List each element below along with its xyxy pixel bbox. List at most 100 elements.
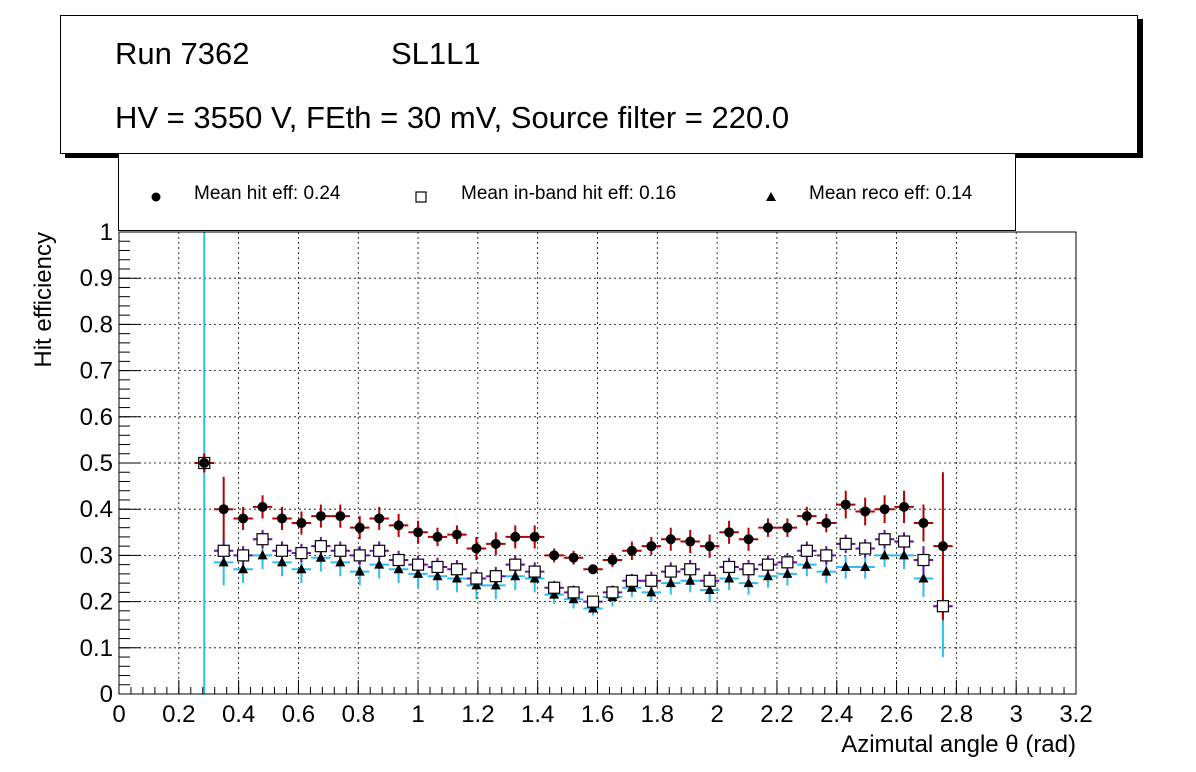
data-point-reco	[782, 568, 793, 578]
y-tick-label: 0.1	[80, 635, 113, 662]
y-tick-label: 0.9	[80, 265, 113, 292]
data-point-hit	[257, 501, 268, 512]
data-point-inband	[761, 558, 775, 571]
data-point-reco	[451, 573, 462, 583]
data-point-reco	[762, 570, 773, 581]
x-tick-label: 2.2	[760, 701, 793, 728]
data-point-hit	[451, 529, 462, 540]
data-point-inband	[703, 574, 716, 587]
data-point-hit	[296, 518, 307, 529]
x-axis-label: Azimutal angle θ (rad)	[841, 731, 1076, 758]
y-tick-label: 0.4	[80, 496, 113, 523]
data-point-inband	[528, 565, 541, 578]
data-point-reco	[549, 589, 560, 599]
data-point-hit	[821, 518, 832, 529]
axis-ticks: 0 0.2 0.4 0.6 0.8 1 1.2 1.4 1.6 1.8 2 2.2 2.4 2.6 2.8 3…	[80, 219, 1093, 728]
data-point-inband	[470, 572, 483, 585]
legend-label-hit: Mean hit eff: 0.24	[194, 183, 341, 204]
data-point-inband	[548, 581, 561, 594]
x-tick-label: 0.2	[162, 701, 195, 728]
data-point-inband	[586, 595, 600, 608]
legend-label-inband: Mean in-band hit eff: 0.16	[461, 183, 677, 204]
data-point-reco	[899, 549, 910, 560]
run-conditions: HV = 3550 V, FEth = 30 mV, Source filter…	[115, 100, 790, 135]
y-tick-label: 0.7	[80, 358, 113, 385]
data-point-inband	[431, 560, 444, 574]
data-markers	[198, 456, 950, 613]
data-point-hit	[646, 541, 657, 552]
y-tick-label: 0.8	[80, 311, 113, 338]
x-tick-label: 0.4	[222, 701, 255, 728]
x-tick-label: 2.8	[940, 701, 973, 728]
data-point-inband	[742, 563, 755, 576]
data-point-reco	[238, 563, 249, 574]
data-point-reco	[218, 556, 229, 567]
data-point-inband	[897, 535, 911, 548]
data-point-hit	[801, 511, 812, 522]
data-point-hit	[471, 543, 482, 554]
data-point-hit	[626, 545, 637, 556]
data-point-reco	[296, 563, 307, 574]
legend: Mean hit eff: 0.24 Mean in-band hit eff:…	[118, 154, 1016, 231]
data-point-reco	[704, 584, 715, 595]
data-point-reco	[840, 561, 851, 571]
data-point-hit	[918, 518, 929, 529]
y-tick-label: 1	[100, 219, 113, 246]
data-point-hit	[529, 531, 540, 542]
data-point-inband	[839, 537, 852, 550]
data-point-inband	[489, 570, 502, 583]
data-point-hit	[588, 564, 599, 575]
data-point-hit	[315, 511, 326, 522]
data-point-hit	[354, 522, 365, 533]
data-point-reco	[335, 556, 346, 567]
y-tick-label: 0.3	[80, 542, 113, 569]
data-point-inband	[275, 544, 289, 557]
data-point-hit	[218, 504, 229, 515]
data-point-reco	[510, 570, 521, 581]
title-box: Run 7362 SL1L1 HV = 3550 V, FEth = 30 mV…	[60, 15, 1138, 154]
data-point-reco	[374, 559, 385, 569]
data-point-inband	[295, 546, 308, 560]
data-point-hit	[549, 550, 560, 561]
legend-marker-inband	[415, 191, 427, 203]
data-point-reco	[432, 570, 443, 581]
data-point-inband	[334, 544, 347, 557]
x-tick-label: 1.2	[461, 701, 494, 728]
data-point-hit	[879, 504, 890, 515]
data-point-inband	[917, 553, 930, 567]
data-point-reco	[821, 566, 832, 576]
grid-lines	[119, 232, 1076, 694]
data-point-hit	[568, 552, 579, 563]
x-tick-label: 1.6	[581, 701, 614, 728]
data-point-hit	[393, 520, 404, 531]
data-point-hit	[276, 513, 287, 524]
data-point-reco	[413, 568, 424, 578]
data-point-inband	[722, 560, 736, 574]
y-tick-label: 0	[100, 681, 113, 708]
data-point-reco	[276, 556, 287, 567]
x-tick-label: 1.4	[521, 701, 554, 728]
data-point-hit	[860, 506, 871, 517]
data-point-hit	[724, 527, 735, 538]
x-tick-label: 2	[710, 701, 723, 728]
data-point-reco	[685, 575, 696, 585]
x-tick-label: 0.8	[342, 701, 375, 728]
data-point-inband	[450, 563, 464, 576]
data-point-hit	[335, 511, 346, 522]
data-point-reco	[490, 579, 501, 590]
data-point-hit	[607, 555, 618, 566]
data-point-inband	[567, 586, 580, 599]
data-point-hit	[199, 458, 210, 468]
data-point-reco	[918, 573, 929, 583]
legend-marker-hit	[151, 192, 161, 202]
data-point-inband	[314, 540, 327, 553]
data-point-reco	[879, 549, 890, 560]
data-point-inband	[820, 549, 833, 562]
data-point-hit	[937, 541, 948, 552]
data-point-hit	[899, 501, 910, 512]
data-point-inband	[936, 600, 950, 613]
data-point-inband	[606, 586, 619, 599]
data-point-inband	[800, 544, 813, 557]
data-point-reco	[315, 552, 326, 562]
data-point-reco	[646, 586, 657, 597]
